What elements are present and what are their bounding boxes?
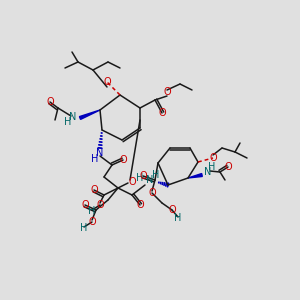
Text: N: N	[146, 175, 154, 185]
Text: O: O	[128, 177, 136, 187]
Text: O: O	[139, 171, 147, 181]
Text: N: N	[69, 112, 77, 122]
Text: H: H	[136, 173, 144, 183]
Polygon shape	[80, 110, 100, 119]
Text: O: O	[90, 185, 98, 195]
Text: H: H	[91, 154, 99, 164]
Text: O: O	[46, 97, 54, 107]
Text: O: O	[158, 108, 166, 118]
Text: O: O	[168, 205, 176, 215]
Text: N: N	[96, 148, 104, 158]
Text: O: O	[163, 87, 171, 97]
Text: H: H	[174, 213, 182, 223]
Text: O: O	[88, 217, 96, 227]
Text: H: H	[64, 117, 72, 127]
Text: O: O	[81, 200, 89, 210]
Polygon shape	[188, 173, 202, 178]
Text: N: N	[204, 167, 212, 177]
Text: O: O	[224, 162, 232, 172]
Text: H: H	[80, 223, 88, 233]
Text: O: O	[103, 77, 111, 87]
Text: H: H	[152, 170, 160, 180]
Text: O: O	[209, 153, 217, 163]
Text: O: O	[148, 188, 156, 198]
Text: H: H	[88, 206, 96, 216]
Text: O: O	[119, 155, 127, 165]
Text: H: H	[208, 162, 216, 172]
Text: O: O	[136, 200, 144, 210]
Text: O: O	[96, 200, 104, 210]
